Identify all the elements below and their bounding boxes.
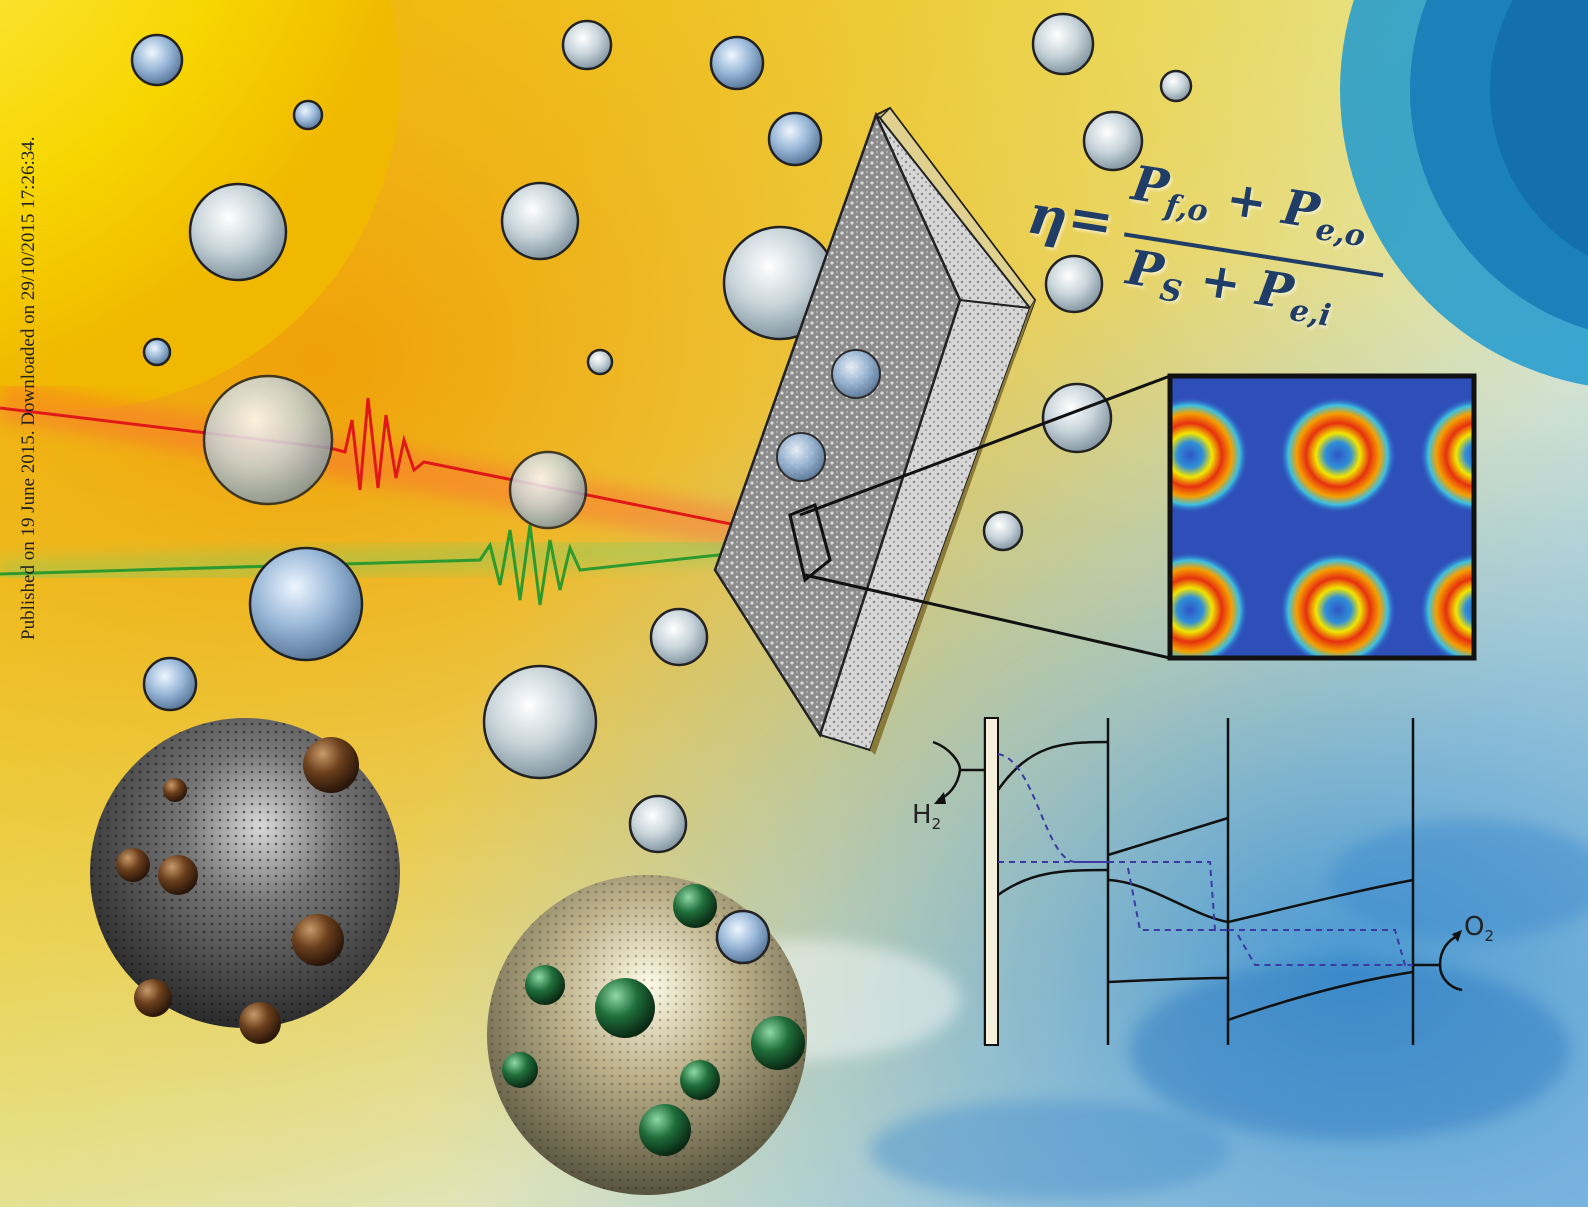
equation-denominator: PS + Pe,i — [1122, 239, 1334, 334]
red-light-beam — [0, 380, 814, 560]
band-diagram — [932, 717, 1463, 1046]
publication-note: Published on 19 June 2015. Downloaded on… — [18, 136, 39, 640]
logo-arc — [1340, 0, 1588, 386]
green-light-beam — [0, 524, 811, 606]
o2-label: O2 — [1464, 912, 1495, 946]
h2-label: H2 — [912, 800, 942, 834]
zoom-lines — [799, 374, 1171, 660]
equals-sign: = — [1063, 183, 1119, 255]
dark-nanoparticle-sphere — [90, 718, 400, 1044]
field-map-inset — [1167, 373, 1477, 661]
tan-nanoparticle-sphere — [487, 875, 807, 1195]
